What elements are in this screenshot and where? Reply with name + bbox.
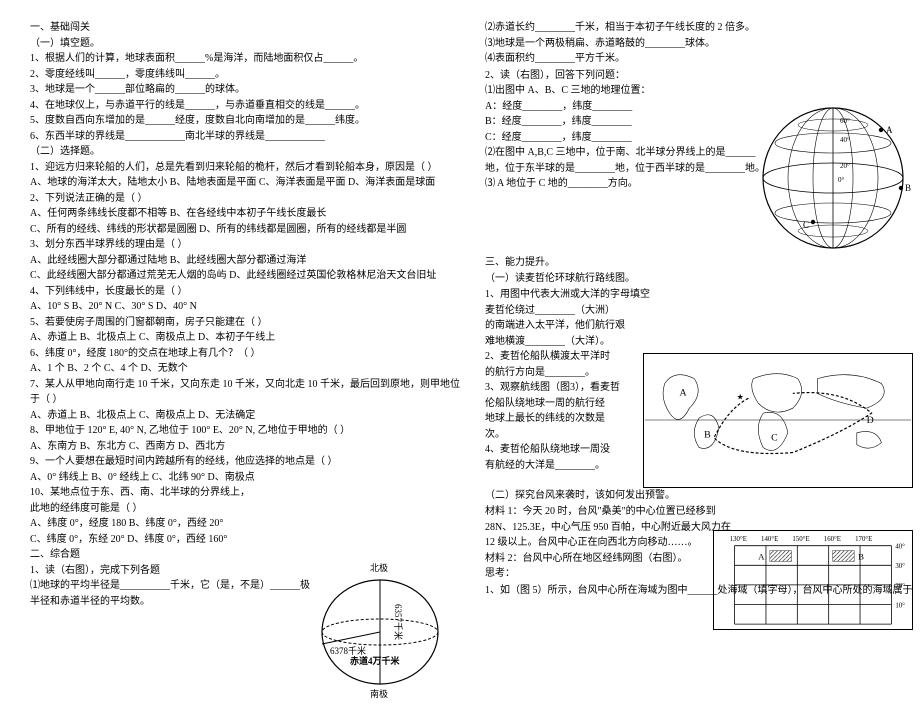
choice-options: A、此经线圈大部分都通过陆地 B、此经线圈大部分都通过海洋 bbox=[30, 253, 460, 269]
svg-text:D: D bbox=[866, 415, 873, 426]
map-question: 麦哲伦绕过________（大洲） bbox=[485, 303, 913, 319]
svg-text:20°: 20° bbox=[840, 162, 850, 170]
latlon-grid-figure: 130°E 140°E 150°E 160°E 170°E 40° 30° 20… bbox=[713, 530, 913, 630]
choice-question: 1、迎远方归来轮船的人们，总是先看到归来轮船的桅杆，然后才看到轮船本身，原因是（… bbox=[30, 160, 460, 176]
comp-question: ⑴出图中 A、B、C 三地的地理位置： bbox=[485, 83, 913, 99]
choice-options: C、纬度 0°，东经 20° D、纬度 0°，西经 160° bbox=[30, 532, 460, 548]
choice-question: 9、一个人要想在最短时间内跨越所有的经线，他应选择的地点是（ ） bbox=[30, 454, 460, 470]
choice-question: 4、下列纬线中，长度最长的是（ ） bbox=[30, 284, 460, 300]
choice-options: A、1 个 B、2 个 C、4 个 D、无数个 bbox=[30, 361, 460, 377]
lat-label: 30° bbox=[895, 563, 905, 570]
svg-text:40°: 40° bbox=[840, 136, 850, 144]
lat-label: 20° bbox=[895, 583, 905, 590]
lat-label: 40° bbox=[895, 544, 905, 551]
right-column: ⑵赤道长约________千米，相当于本初子午线长度的 2 倍多。 ⑶地球是一个… bbox=[485, 20, 913, 630]
left-column: 一、基础闯关 （一）填空题。 1、根据人们的计算，地球表面积______%是海洋… bbox=[30, 20, 460, 630]
choice-options: A、赤道上 B、北极点上 C、南极点上 D、无法确定 bbox=[30, 408, 460, 424]
choice-options: A、0° 纬线上 B、0° 经线上 C、北纬 90° D、南极点 bbox=[30, 470, 460, 486]
fill-question: 4、在地球仪上，与赤道平行的线是______，与赤道垂直相交的线是______。 bbox=[30, 98, 460, 114]
svg-text:B: B bbox=[905, 183, 911, 193]
fill-question: 6、东西半球的界线是____________南北半球的界线是__________… bbox=[30, 129, 460, 145]
choice-question: 10、某地点位于东、西、南、北半球的分界线上， bbox=[30, 485, 460, 501]
choice-question: 8、甲地位于 120° E, 40° N, 乙地位于 100° E、20° N,… bbox=[30, 423, 460, 439]
choice-options: A、地球的海洋太大，陆地太小 B、陆地表面是平面 C、海洋表面是平面 D、海洋表… bbox=[30, 175, 460, 191]
choice-question: 3、划分东西半球界线的理由是（ ） bbox=[30, 237, 460, 253]
choice-question: 2、下列说法正确的是（ ） bbox=[30, 191, 460, 207]
fill-question: 5、度数自西向东增加的是______经度，度数自北向南增加的是______纬度。 bbox=[30, 113, 460, 129]
world-map-figure: A B C D ★ bbox=[643, 353, 913, 488]
subsection-heading: （一）填空题。 bbox=[30, 36, 460, 52]
svg-text:C: C bbox=[803, 220, 809, 230]
svg-text:B: B bbox=[704, 430, 711, 441]
label-south-pole: 南极 bbox=[370, 688, 388, 699]
choice-question: 5、若要使房子周围的门窗都朝南，房子只能建在（ ） bbox=[30, 315, 460, 331]
section-heading: 一、基础闯关 bbox=[30, 20, 460, 36]
section-heading: 三、能力提升。 bbox=[485, 255, 913, 271]
subsection-heading: （二）选择题。 bbox=[30, 144, 460, 160]
svg-text:★: ★ bbox=[736, 392, 743, 401]
choice-question: 于（ ） bbox=[30, 392, 460, 408]
fill-question: 3、地球是一个______部位略扁的______的球体。 bbox=[30, 82, 460, 98]
label-north-pole: 北极 bbox=[370, 562, 388, 573]
lat-label: 10° bbox=[895, 602, 905, 609]
choice-options: C、所有的经线、纬线的形状都是圆圈 D、所有的纬线都是圆圈，所有的经线都是半圆 bbox=[30, 222, 460, 238]
choice-question: 7、某人从甲地向南行走 10 千米，又向东走 10 千米，又向北走 10 千米，… bbox=[30, 377, 460, 393]
choice-question: 此地的经纬度可能是（ ） bbox=[30, 501, 460, 517]
svg-text:A: A bbox=[886, 125, 893, 135]
map-question: 的南端进入太平洋，他们航行艰 bbox=[485, 318, 913, 334]
grid-mark-b: B bbox=[858, 551, 864, 561]
map-question: 难地横渡________（大洋）。 bbox=[485, 334, 913, 350]
comp-question: 2、读（右图），回答下列问题： bbox=[485, 68, 913, 84]
svg-text:C: C bbox=[771, 433, 778, 444]
comp-question: ⑵赤道长约________千米，相当于本初子午线长度的 2 倍多。 bbox=[485, 20, 913, 36]
fill-question: 1、根据人们的计算，地球表面积______%是海洋，而陆地面积仅占______。 bbox=[30, 51, 460, 67]
lon-label: 150°E bbox=[792, 536, 809, 543]
comp-question: ⑶地球是一个两极稍扁、赤道略鼓的________球体。 bbox=[485, 36, 913, 52]
lon-label: 140°E bbox=[761, 536, 778, 543]
svg-text:0°: 0° bbox=[838, 176, 845, 184]
label-polar-radius: 6357千米 bbox=[393, 604, 404, 640]
lon-label: 170°E bbox=[855, 536, 872, 543]
svg-text:60°: 60° bbox=[840, 117, 850, 125]
subsection-heading: （一）读麦哲伦环球航行路线图。 bbox=[485, 271, 913, 287]
fill-question: 2、零度经线叫______，零度纬线叫______。 bbox=[30, 67, 460, 83]
typhoon-text: 材料 1：今天 20 时，台风"桑美"的中心位置已经移到 bbox=[485, 504, 913, 520]
subsection-heading: （二）探究台风来袭时，该如何发出预警。 bbox=[485, 488, 913, 504]
label-eq-radius: 6378千米 bbox=[330, 645, 366, 656]
earth-sphere-figure: 北极 南极 6357千米 6378千米 赤道4万千米 bbox=[300, 559, 460, 699]
choice-options: A、10° S B、20° N C、30° S D、40° N bbox=[30, 299, 460, 315]
lon-label: 130°E bbox=[729, 536, 746, 543]
globe-figure: A B C 60° 40° 20° 0° bbox=[753, 100, 913, 255]
choice-options: A、赤道上 B、北极点上 C、南极点上 D、本初子午线上 bbox=[30, 330, 460, 346]
choice-options: A、东南方 B、东北方 C、西南方 D、西北方 bbox=[30, 439, 460, 455]
grid-mark-a: A bbox=[758, 551, 765, 561]
choice-question: 6、纬度 0°，经度 180°的交点在地球上有几个？（ ） bbox=[30, 346, 460, 362]
lon-label: 160°E bbox=[823, 536, 840, 543]
choice-options: C、此经线圈大部分都通过荒芜无人烟的岛屿 D、此经线圈经过英国伦敦格林尼治天文台… bbox=[30, 268, 460, 284]
choice-options: A、任何两条纬线长度都不相等 B、在各经线中本初子午线长度最长 bbox=[30, 206, 460, 222]
label-equator: 赤道4万千米 bbox=[350, 655, 401, 666]
map-question: 1、用图中代表大洲或大洋的字母填空 bbox=[485, 287, 913, 303]
svg-text:A: A bbox=[679, 387, 687, 398]
choice-options: A、纬度 0°，经度 180 B、纬度 0°，西经 20° bbox=[30, 516, 460, 532]
comp-question: ⑷表面积约________平方千米。 bbox=[485, 51, 913, 67]
